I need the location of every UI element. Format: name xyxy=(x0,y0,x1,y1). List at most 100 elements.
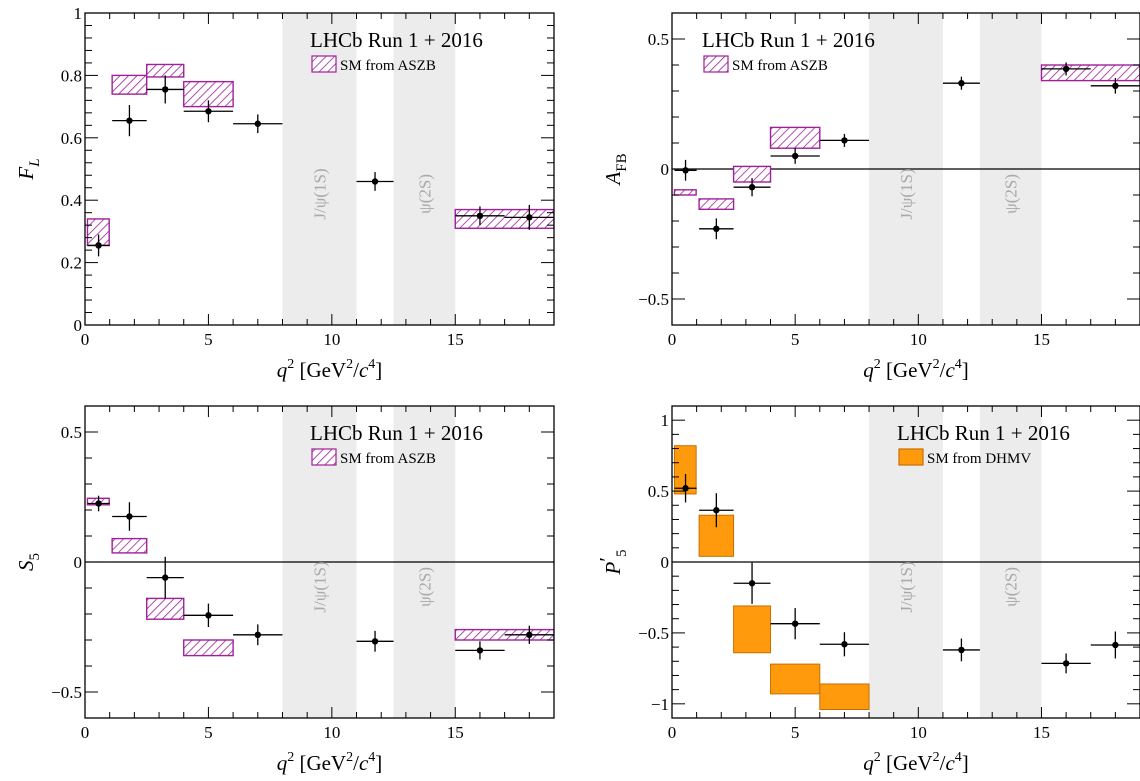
x-axis-label: q2 [GeV2/c4] xyxy=(863,357,969,382)
x-tick-label: 0 xyxy=(668,330,677,349)
y-tick-label: −0.5 xyxy=(638,624,669,643)
y-axis-label: S5 xyxy=(14,553,43,571)
data-marker xyxy=(841,641,848,648)
y-tick-label: 0.2 xyxy=(61,254,82,273)
data-marker xyxy=(748,184,756,191)
legend-title: LHCb Run 1 + 2016 xyxy=(897,421,1070,445)
data-point xyxy=(942,638,980,662)
sm-prediction-box xyxy=(183,639,234,657)
veto-band-label: ψ(2S) xyxy=(1002,567,1021,607)
sm-prediction-box xyxy=(770,663,821,695)
x-tick-label: 5 xyxy=(791,330,800,349)
chart-panel-p5prime: J/ψ(1S) ψ(2S) 0 5 10 15 −1 −0.5 0 0.5 1 q2 [GeV2/c4… xyxy=(595,405,1140,775)
data-point xyxy=(699,493,734,528)
data-marker xyxy=(162,86,169,93)
y-tick-label: 0.4 xyxy=(61,191,83,210)
x-tick-label: 15 xyxy=(447,330,464,349)
data-point xyxy=(674,159,697,181)
sm-prediction-box xyxy=(1040,64,1140,82)
data-point xyxy=(1041,653,1091,674)
data-marker xyxy=(126,117,133,124)
x-axis: 0 5 10 15 xyxy=(81,406,555,742)
sm-prediction-box xyxy=(698,198,735,210)
data-point xyxy=(356,172,394,191)
x-tick-label: 0 xyxy=(81,723,90,742)
data-marker xyxy=(1112,641,1119,649)
plot-area xyxy=(672,406,1140,718)
data-marker xyxy=(95,242,102,249)
x-tick-label: 5 xyxy=(204,723,213,742)
legend-swatch xyxy=(311,55,337,73)
sm-prediction-box xyxy=(733,605,772,654)
plot-frame xyxy=(84,12,555,326)
chart-panel-fl: J/ψ(1S) ψ(2S) 0 5 10 15 0 0.2 0.4 0.6 0.8 1 q2 [GeV2… xyxy=(14,4,555,382)
y-tick-label: 0 xyxy=(74,316,83,335)
legend-title: LHCb Run 1 + 2016 xyxy=(702,28,875,52)
y-tick-label: 0.8 xyxy=(61,66,82,85)
data-marker xyxy=(254,120,261,127)
y-axis: −0.5 0 0.5 xyxy=(638,12,1140,326)
x-tick-label: 15 xyxy=(447,723,464,742)
data-point xyxy=(233,624,283,646)
chart-panel-s5: J/ψ(1S) ψ(2S) 0 5 10 15 −0.5 0 0.5 q2 [GeV2/c4] S5… xyxy=(14,405,555,775)
legend: LHCb Run 1 + 2016 SM from ASZB xyxy=(310,421,483,467)
x-tick-label: 10 xyxy=(910,723,927,742)
data-marker xyxy=(205,108,212,115)
data-point xyxy=(699,218,734,240)
y-axis: −0.5 0 0.5 xyxy=(51,405,554,719)
sm-prediction-box xyxy=(769,126,821,149)
y-axis-label: AFB xyxy=(601,153,630,186)
y-tick-label: 0.6 xyxy=(61,129,82,148)
sm-prediction-box xyxy=(454,208,554,229)
data-marker xyxy=(1062,660,1070,667)
data-marker xyxy=(95,500,102,507)
legend-entry: SM from DHMV xyxy=(927,451,1031,467)
x-tick-label: 5 xyxy=(204,330,213,349)
veto-band-label: ψ(2S) xyxy=(1002,174,1021,214)
x-tick-label: 15 xyxy=(1033,723,1050,742)
y-tick-label: 1 xyxy=(74,4,83,23)
data-point xyxy=(87,234,110,257)
data-marker xyxy=(1062,65,1070,73)
data-marker xyxy=(682,167,689,174)
plot-area xyxy=(85,406,554,718)
data-marker xyxy=(713,507,720,514)
data-marker xyxy=(526,214,533,221)
data-point xyxy=(1090,631,1140,659)
data-point xyxy=(146,75,184,104)
veto-band-label: J/ψ(1S) xyxy=(897,168,916,219)
y-tick-label: 0.5 xyxy=(648,30,669,49)
data-point xyxy=(87,495,110,512)
y-tick-label: 1 xyxy=(661,411,670,430)
data-point xyxy=(112,502,147,531)
data-point xyxy=(733,562,771,604)
x-tick-label: 15 xyxy=(1033,330,1050,349)
data-marker xyxy=(371,178,379,185)
data-marker xyxy=(958,80,965,87)
legend: LHCb Run 1 + 2016 SM from ASZB xyxy=(310,28,483,74)
x-axis-label: q2 [GeV2/c4] xyxy=(277,750,383,775)
legend: LHCb Run 1 + 2016 SM from ASZB xyxy=(702,28,875,74)
data-marker xyxy=(748,580,756,587)
data-marker xyxy=(476,647,484,654)
x-tick-label: 10 xyxy=(323,330,340,349)
sm-prediction-box xyxy=(819,683,870,710)
legend-title: LHCb Run 1 + 2016 xyxy=(310,421,483,445)
y-tick-label: 0 xyxy=(74,553,83,572)
legend-swatch xyxy=(311,448,337,466)
veto-band-label: J/ψ(1S) xyxy=(897,561,916,612)
x-tick-label: 0 xyxy=(668,723,677,742)
data-point xyxy=(183,603,234,627)
x-tick-label: 0 xyxy=(81,330,90,349)
veto-band-label: ψ(2S) xyxy=(415,567,434,607)
y-tick-label: 0.5 xyxy=(61,423,82,442)
y-axis-label: FL xyxy=(14,158,43,180)
veto-band xyxy=(393,13,456,325)
data-marker xyxy=(791,620,799,627)
legend-swatch xyxy=(898,448,924,466)
data-marker xyxy=(713,225,720,232)
data-point xyxy=(674,474,697,503)
legend: LHCb Run 1 + 2016 SM from DHMV xyxy=(897,421,1070,467)
x-axis: 0 5 10 15 xyxy=(668,406,1140,742)
